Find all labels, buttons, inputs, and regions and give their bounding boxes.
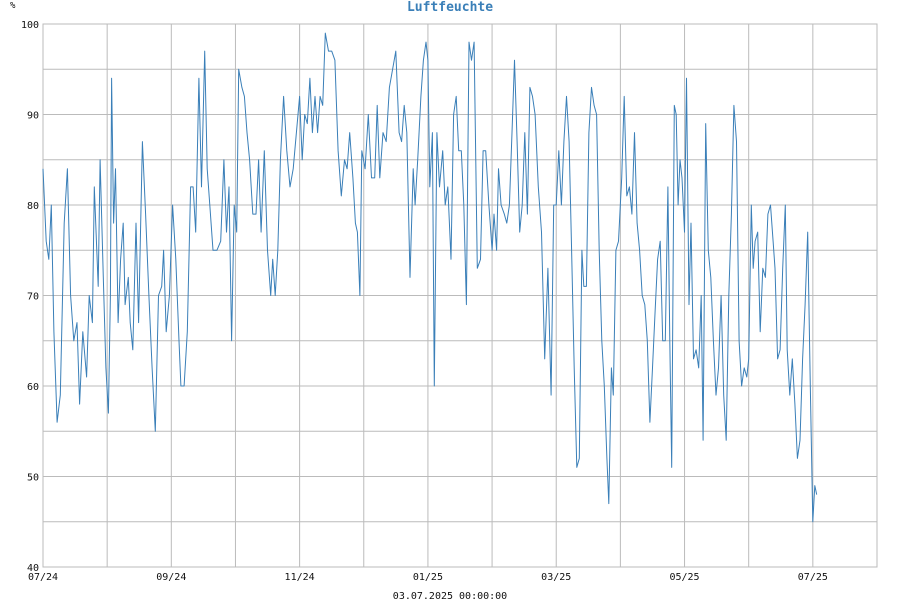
chart-title: Luftfeuchte [407, 0, 493, 15]
x-tick-label: 07/25 [798, 572, 828, 583]
y-axis-ticks: 40 50 60 70 80 90 100 [21, 20, 39, 574]
chart-footer-date: 03.07.2025 00:00:00 [393, 591, 507, 600]
x-tick-label: 09/24 [156, 572, 186, 583]
humidity-series-line [42, 32, 818, 523]
y-tick-label: 100 [21, 20, 39, 31]
x-tick-label: 11/24 [285, 572, 315, 583]
chart-grid [42, 23, 877, 568]
x-tick-label: 07/24 [28, 572, 58, 583]
x-tick-label: 03/25 [541, 572, 571, 583]
x-tick-label: 05/25 [669, 572, 699, 583]
y-tick-label: 90 [27, 111, 39, 122]
y-tick-label: 60 [27, 382, 39, 393]
plot-frame [42, 23, 878, 568]
x-axis-ticks: 07/24 09/24 11/24 01/25 03/25 05/25 07/25 [28, 572, 828, 583]
y-tick-label: 80 [27, 201, 39, 212]
y-tick-label: 70 [27, 292, 39, 303]
y-axis-unit: % [10, 1, 16, 11]
y-tick-label: 40 [27, 563, 39, 574]
x-tick-label: 01/25 [413, 572, 443, 583]
y-tick-label: 50 [27, 473, 39, 484]
